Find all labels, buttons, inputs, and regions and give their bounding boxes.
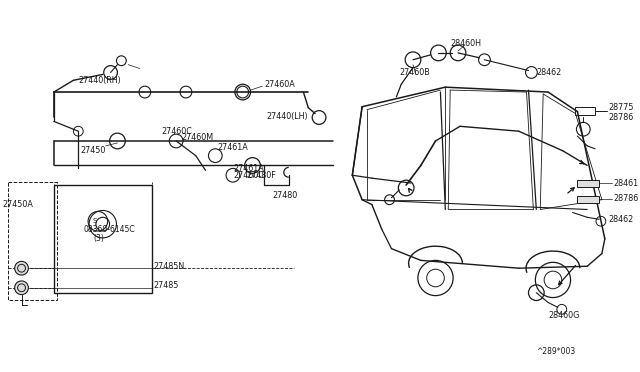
Text: 27460M: 27460M	[181, 132, 213, 142]
Bar	[577, 180, 599, 187]
Text: 08360-6145C: 08360-6145C	[83, 225, 135, 234]
Text: 28462: 28462	[536, 68, 561, 77]
Text: 27460C: 27460C	[233, 171, 264, 180]
Text: 28786: 28786	[609, 113, 634, 122]
Text: 27440(RH): 27440(RH)	[78, 76, 121, 85]
Bar	[577, 196, 599, 203]
Text: 28775: 28775	[609, 103, 634, 112]
Bar	[54, 185, 152, 293]
Text: 28461: 28461	[614, 179, 639, 187]
Text: 27460B: 27460B	[399, 68, 430, 77]
Text: 27440(LH): 27440(LH)	[266, 112, 308, 121]
Text: ^289*003: ^289*003	[536, 347, 575, 356]
Text: 27480: 27480	[272, 191, 298, 200]
Text: 27485N: 27485N	[154, 262, 185, 271]
Text: 27460A: 27460A	[264, 80, 295, 89]
Circle shape	[15, 262, 28, 275]
Text: 28460G: 28460G	[548, 311, 579, 320]
Text: (3): (3)	[93, 234, 104, 243]
Text: 27461A: 27461A	[217, 143, 248, 152]
Text: 27485: 27485	[154, 281, 179, 290]
Circle shape	[15, 281, 28, 295]
Text: S: S	[93, 218, 97, 224]
Text: 28786: 28786	[614, 194, 639, 203]
Bar	[8, 182, 57, 299]
Text: 27480F: 27480F	[246, 171, 276, 180]
Text: 27461A: 27461A	[233, 164, 264, 173]
Text: 28460H: 28460H	[450, 39, 481, 48]
Text: 27450: 27450	[80, 146, 106, 155]
Text: 27450A: 27450A	[2, 200, 33, 209]
Text: 28462: 28462	[609, 215, 634, 224]
Bar	[575, 107, 595, 115]
Text: 27460C: 27460C	[161, 127, 193, 136]
